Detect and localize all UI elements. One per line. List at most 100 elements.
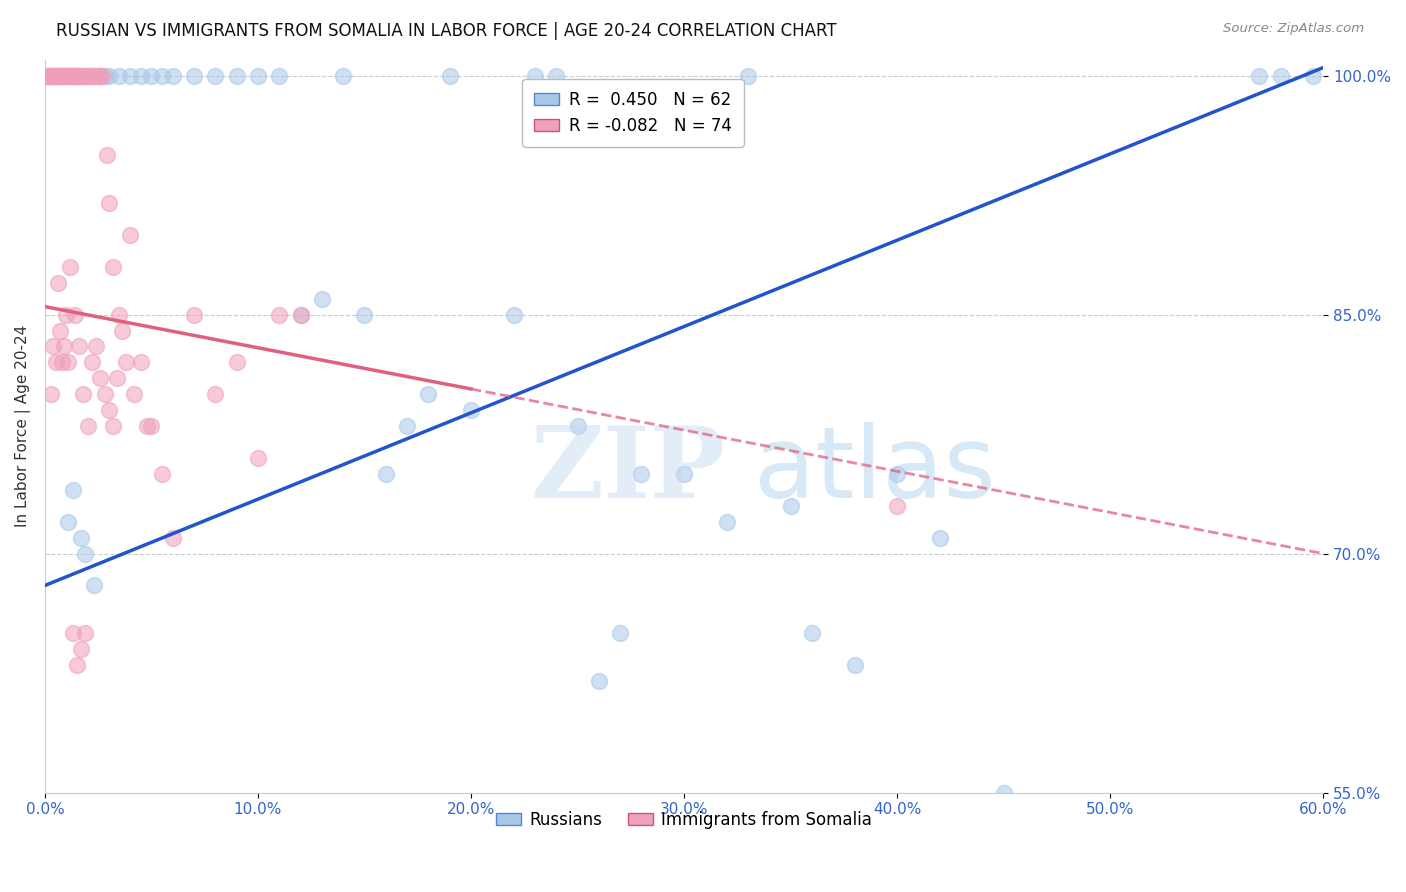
Point	[162, 69, 184, 83]
Point	[588, 674, 610, 689]
Point	[120, 69, 142, 83]
Point	[886, 467, 908, 481]
Point	[269, 69, 291, 83]
Point	[58, 69, 80, 83]
Point	[45, 69, 67, 83]
Point	[70, 69, 93, 83]
Point	[39, 69, 62, 83]
Point	[162, 531, 184, 545]
Point	[225, 355, 247, 369]
Point	[108, 69, 131, 83]
Point	[39, 69, 62, 83]
Text: ZIP: ZIP	[530, 422, 725, 518]
Text: RUSSIAN VS IMMIGRANTS FROM SOMALIA IN LABOR FORCE | AGE 20-24 CORRELATION CHART: RUSSIAN VS IMMIGRANTS FROM SOMALIA IN LA…	[56, 22, 837, 40]
Point	[35, 69, 58, 83]
Point	[72, 69, 94, 83]
Point	[225, 69, 247, 83]
Point	[502, 308, 524, 322]
Point	[673, 467, 696, 481]
Point	[1099, 801, 1122, 815]
Legend: Russians, Immigrants from Somalia: Russians, Immigrants from Somalia	[489, 805, 879, 836]
Point	[567, 419, 589, 434]
Point	[844, 658, 866, 673]
Point	[45, 355, 67, 369]
Point	[928, 531, 950, 545]
Point	[59, 260, 82, 274]
Point	[101, 260, 124, 274]
Point	[76, 419, 98, 434]
Point	[38, 69, 60, 83]
Point	[76, 69, 98, 83]
Point	[76, 69, 98, 83]
Point	[89, 371, 111, 385]
Point	[779, 499, 801, 513]
Point	[66, 69, 89, 83]
Point	[62, 69, 84, 83]
Point	[51, 355, 73, 369]
Point	[290, 308, 312, 322]
Point	[87, 69, 110, 83]
Point	[886, 499, 908, 513]
Point	[80, 69, 103, 83]
Point	[460, 403, 482, 417]
Point	[39, 387, 62, 401]
Point	[546, 69, 568, 83]
Point	[97, 403, 120, 417]
Point	[67, 69, 90, 83]
Point	[353, 308, 375, 322]
Point	[1302, 69, 1324, 83]
Point	[55, 69, 77, 83]
Point	[418, 387, 440, 401]
Point	[46, 276, 69, 290]
Point	[374, 467, 396, 481]
Point	[67, 69, 90, 83]
Point	[91, 69, 114, 83]
Point	[800, 626, 823, 640]
Point	[737, 69, 759, 83]
Point	[58, 355, 80, 369]
Point	[63, 69, 86, 83]
Point	[108, 308, 131, 322]
Point	[332, 69, 354, 83]
Point	[1249, 69, 1271, 83]
Point	[53, 69, 76, 83]
Point	[993, 786, 1015, 800]
Point	[523, 69, 546, 83]
Point	[42, 69, 65, 83]
Point	[66, 658, 89, 673]
Text: Source: ZipAtlas.com: Source: ZipAtlas.com	[1223, 22, 1364, 36]
Point	[46, 69, 69, 83]
Point	[89, 69, 111, 83]
Point	[396, 419, 419, 434]
Point	[87, 69, 110, 83]
Point	[51, 69, 73, 83]
Y-axis label: In Labor Force | Age 20-24: In Labor Force | Age 20-24	[15, 325, 31, 527]
Point	[42, 339, 65, 353]
Point	[183, 308, 205, 322]
Point	[141, 69, 163, 83]
Point	[716, 515, 738, 529]
Point	[66, 69, 89, 83]
Point	[105, 371, 128, 385]
Point	[67, 339, 90, 353]
Point	[1270, 69, 1292, 83]
Point	[97, 69, 120, 83]
Point	[124, 387, 146, 401]
Point	[150, 69, 173, 83]
Point	[70, 642, 93, 657]
Point	[83, 578, 105, 592]
Point	[204, 69, 226, 83]
Point	[311, 292, 333, 306]
Point	[101, 419, 124, 434]
Point	[84, 339, 107, 353]
Point	[83, 69, 105, 83]
Point	[59, 69, 82, 83]
Point	[183, 69, 205, 83]
Point	[62, 626, 84, 640]
Point	[37, 69, 59, 83]
Point	[290, 308, 312, 322]
Point	[80, 69, 103, 83]
Point	[93, 69, 115, 83]
Point	[439, 69, 461, 83]
Point	[59, 69, 82, 83]
